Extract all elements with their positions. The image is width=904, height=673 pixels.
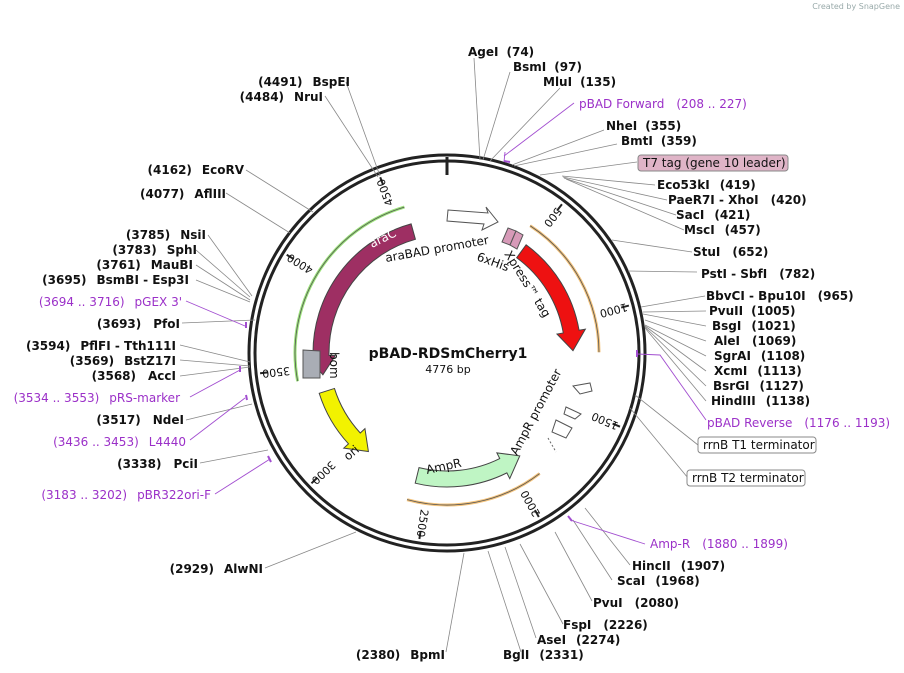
site-scai: ScaI (1968)	[617, 574, 700, 588]
site-fspi: FspI (2226)	[563, 618, 648, 632]
tick-label-1500: 1500	[590, 409, 621, 432]
site-asei: AseI (2274)	[537, 633, 620, 647]
site-labels-left: (2380) BpmI (2929) AlwNI (3338) PciI (3517)…	[26, 75, 445, 662]
tick-label-500: 500	[541, 205, 564, 230]
feature-ori	[318, 387, 369, 453]
primer-ticks	[239, 160, 638, 522]
rrnb-t1-box: rrnB T1 terminator	[697, 436, 817, 454]
site-alei: AleI (1069)	[714, 334, 796, 348]
site-pcii: (3338) PciI	[117, 457, 198, 471]
site-bbvci: BbvCI - Bpu10I (965)	[706, 289, 854, 303]
feature-ampr	[414, 452, 521, 488]
primer-pbadfwd: pBAD Forward (208 .. 227)	[579, 97, 747, 111]
bom-block	[302, 349, 321, 379]
primer-pbr322: (3183 .. 3202) pBR322ori-F	[41, 488, 211, 502]
tick-3500	[259, 371, 269, 375]
snapgene-credit: Created by SnapGene	[812, 2, 900, 11]
primer-labels: pBAD Forward (208 .. 227) pBAD Reverse (11…	[14, 97, 890, 551]
arabad-promoter-arrow	[446, 206, 499, 231]
primer-ampr: Amp-R (1880 .. 1899)	[650, 537, 788, 551]
feature-mcherry2	[515, 244, 587, 352]
backbone	[247, 153, 647, 553]
tick-label-4500: 4500	[374, 177, 396, 208]
primer-leader-lines	[185, 102, 707, 545]
tick-label-4000: 4000	[285, 251, 316, 277]
tick-2500	[418, 530, 422, 540]
svg-text:rrnB T1 terminator: rrnB T1 terminator	[703, 438, 815, 452]
tick-4000	[286, 253, 295, 260]
site-mlui: MluI (135)	[543, 75, 616, 89]
site-bsrgi: BsrGI (1127)	[713, 379, 804, 393]
site-aflii: (4077) AflIII	[140, 187, 226, 201]
site-pvui: PvuI (2080)	[593, 596, 679, 610]
ampr-guide-arc-core	[406, 473, 540, 506]
primer-pgex3: (3694 .. 3716) pGEX 3'	[39, 295, 182, 309]
ampr-promoter-label: AmpR promoter	[507, 367, 564, 458]
site-labels: AgeI (74) BsmI (97) MluI (135) NheI (355) Bm…	[468, 45, 854, 662]
site-ndei: (3517) NdeI	[96, 413, 184, 427]
site-sphi: (3783) SphI	[112, 243, 197, 257]
site-stui: StuI (652)	[693, 245, 768, 259]
site-acci: (3568) AccI	[92, 369, 176, 383]
site-eco53ki: Eco53kI (419)	[657, 178, 756, 192]
tick-1000	[620, 304, 630, 309]
site-xcmi: XcmI (1113)	[714, 364, 802, 378]
site-nhei: NheI (355)	[606, 119, 681, 133]
bom-label: bom	[327, 352, 341, 379]
tick-500	[556, 203, 563, 212]
map-title: pBAD-RDSmCherry1	[369, 346, 528, 362]
site-bspei: (4491) BspEI	[258, 75, 350, 89]
site-bsmi: BsmI (97)	[513, 60, 582, 74]
small-features	[302, 206, 593, 453]
site-pfoi: (3693) PfoI	[97, 317, 180, 331]
tick-label-2500: 2500	[414, 508, 431, 538]
site-agei: AgeI (74)	[468, 45, 534, 59]
site-paer7i: PaeR7I - XhoI (420)	[668, 193, 807, 207]
tick-label-3500: 3500	[261, 364, 290, 380]
site-bsmbi: (3695) BsmBI - Esp3I	[42, 273, 189, 287]
rrnb-t1-arrow	[572, 382, 593, 395]
map-length: 4776 bp	[425, 363, 470, 376]
leader-lines	[179, 57, 707, 653]
primer-l4440: (3436 .. 3453) L4440	[53, 435, 186, 449]
svg-text:rrnB T2 terminator: rrnB T2 terminator	[692, 471, 804, 485]
site-pflfi: (3594) PflFI - Tth111I	[26, 339, 176, 353]
site-nsii: (3785) NsiI	[126, 228, 206, 242]
xpress-block	[509, 230, 524, 250]
site-nrui: (4484) NruI	[240, 90, 323, 104]
t7-tag-box: T7 tag (gene 10 leader)	[637, 154, 789, 172]
site-msci: MscI (457)	[684, 223, 761, 237]
primer-prsmarker: (3534 .. 3553) pRS-marker	[14, 391, 180, 405]
site-hindiii: HindIII (1138)	[711, 394, 810, 408]
ampr-dotted	[547, 437, 557, 453]
site-maubi: (3761) MauBI	[96, 258, 193, 272]
rrnb-t2-box: rrnB T2 terminator	[686, 469, 806, 487]
svg-text:T7 tag (gene 10 leader): T7 tag (gene 10 leader)	[642, 156, 786, 170]
site-ecorv: (4162) EcoRV	[148, 163, 245, 177]
tick-3000	[310, 477, 318, 485]
arac-guide-arc-core	[294, 206, 405, 382]
site-psti: PstI - SbfI (782)	[701, 267, 815, 281]
mcherry2-guide-arc-core	[529, 225, 600, 353]
site-saci: SacI (421)	[676, 208, 750, 222]
tick-4500	[379, 176, 385, 186]
tick-label-2000: 2000	[518, 488, 543, 519]
site-hincii: HincII (1907)	[632, 559, 725, 573]
rrnb-t2-arrow	[563, 406, 582, 420]
tick-1500	[612, 422, 621, 428]
primer-pbadrev: pBAD Reverse (1176 .. 1193)	[707, 416, 890, 430]
site-sgrai: SgrAI (1108)	[714, 349, 805, 363]
ampr-promoter-arrow	[551, 419, 573, 439]
site-bstz17i: (3569) BstZ17I	[70, 354, 176, 368]
tick-2000	[534, 509, 540, 518]
site-bsgi: BsgI (1021)	[712, 319, 796, 333]
site-pvuii: PvuII (1005)	[709, 304, 795, 318]
site-alwni: (2929) AlwNI	[170, 562, 263, 576]
site-bmti: BmtI (359)	[621, 134, 697, 148]
site-bgli: BglI (2331)	[503, 648, 584, 662]
tick-label-1000: 1000	[598, 300, 628, 320]
site-bpmi: (2380) BpmI	[356, 648, 445, 662]
